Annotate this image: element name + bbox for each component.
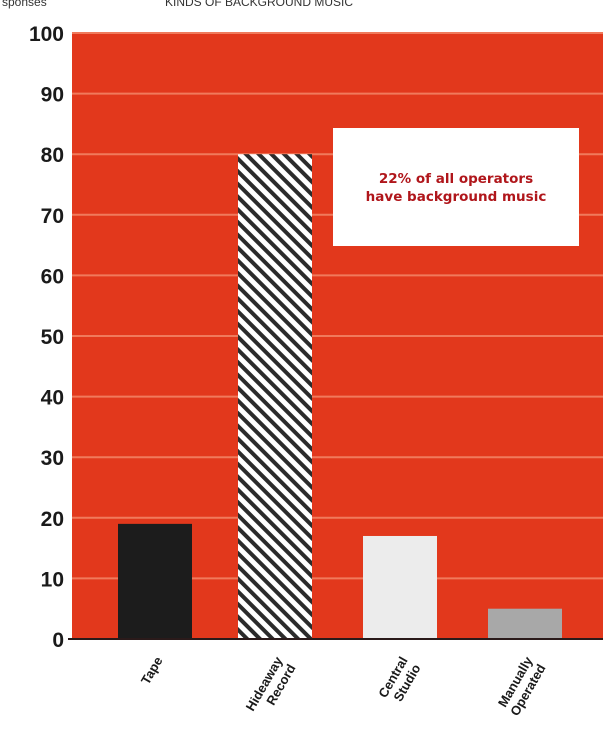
x-category-label: ManuallyOperated	[494, 653, 549, 718]
y-tick-label: 20	[41, 508, 64, 531]
x-axis-category-labels: Tape HideawayRecord CentralStudio ManuallyO…	[138, 653, 549, 721]
bar-central-studio	[363, 535, 437, 639]
y-tick-label: 80	[41, 144, 64, 167]
y-axis-tick-labels: 0 10 20 30 40 50 60 70 80 90 100	[29, 23, 64, 652]
header-center-fragment: KINDS OF BACKGROUND MUSIC	[165, 0, 353, 9]
annotation-line-2: have background music	[366, 189, 547, 205]
y-tick-label: 10	[41, 568, 64, 591]
y-tick-label: 70	[41, 205, 64, 228]
y-tick-label: 0	[52, 629, 64, 652]
y-tick-label: 60	[41, 265, 64, 288]
annotation-line-1: 22% of all operators	[379, 171, 533, 187]
y-tick-label: 30	[41, 447, 64, 470]
x-category-label: CentralStudio	[375, 654, 423, 708]
header-left-fragment: sponses	[2, 0, 47, 9]
bar-tape	[118, 523, 192, 639]
bar-manually-operated	[488, 608, 562, 639]
y-tick-label: 90	[41, 84, 64, 107]
x-category-label: HideawayRecord	[243, 653, 299, 721]
bar-hideaway-record	[238, 154, 312, 639]
annotation-box-background	[333, 128, 579, 246]
bars	[118, 154, 562, 639]
x-category-label-line: Tape	[138, 654, 166, 687]
annotation-box: 22% of all operators have background mus…	[333, 128, 579, 246]
y-tick-label: 100	[29, 23, 64, 46]
y-tick-label: 50	[41, 326, 64, 349]
y-tick-label: 40	[41, 387, 64, 410]
x-category-label: Tape	[138, 654, 166, 687]
